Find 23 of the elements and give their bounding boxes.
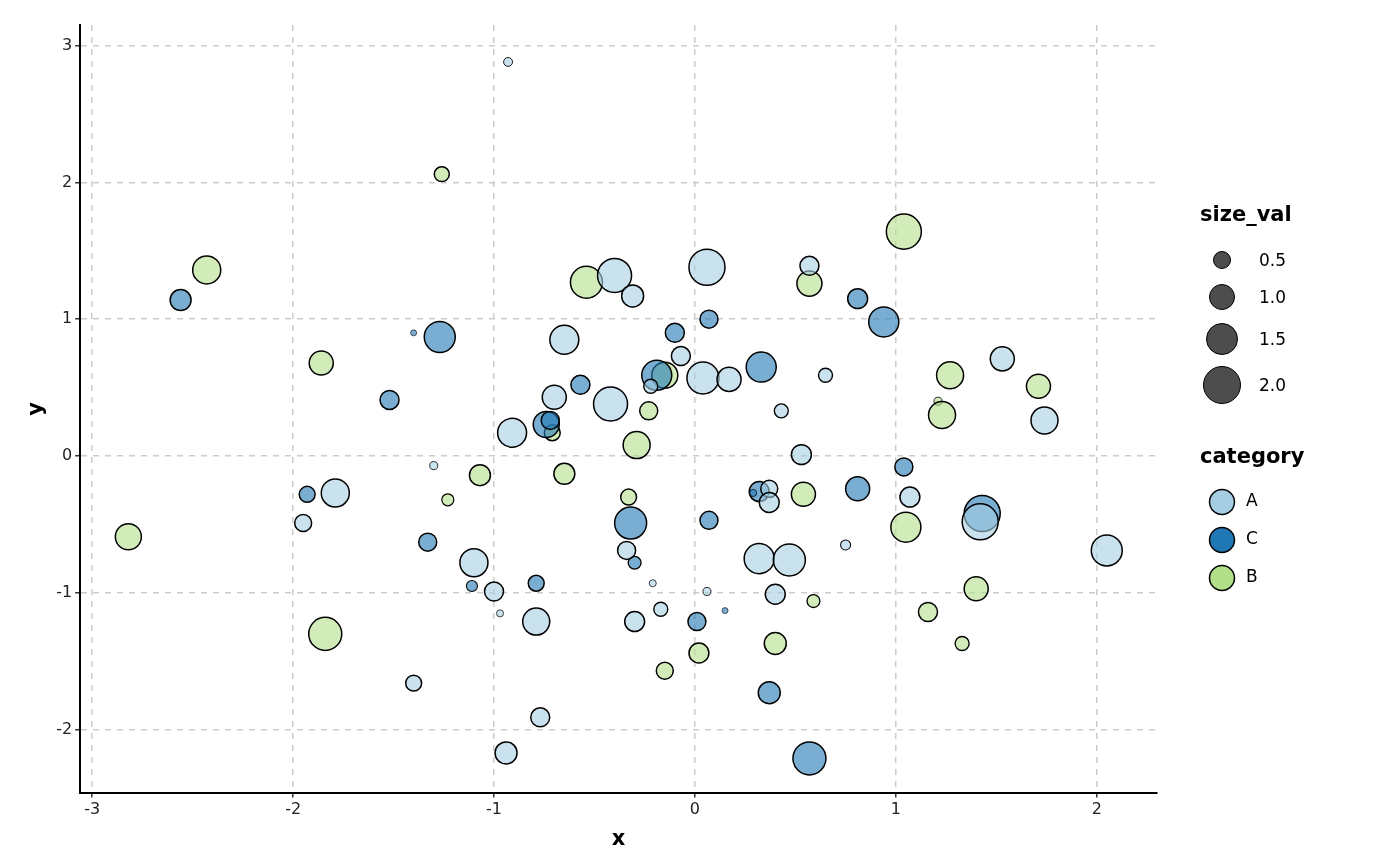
legend-label: 1.0 [1259, 287, 1287, 307]
x-tick-label: -1 [486, 799, 502, 819]
legend-label: 2.0 [1259, 375, 1287, 395]
y-axis-title: y [23, 401, 48, 416]
x-tick-label: -2 [285, 799, 302, 819]
legend-label: C [1246, 528, 1258, 549]
x-tick-label: -3 [84, 799, 101, 819]
x-tick-label: 1 [890, 799, 901, 819]
y-tick-label: -1 [56, 581, 73, 601]
legend-label: B [1246, 566, 1258, 587]
y-tick-label: 1 [61, 308, 73, 328]
legend-label: 1.5 [1259, 329, 1287, 349]
legend-label: A [1246, 490, 1258, 511]
y-tick-label: -2 [56, 718, 73, 738]
x-tick-label: 0 [689, 799, 701, 819]
legend-label: 0.5 [1259, 250, 1287, 270]
text: size_val [1200, 201, 1292, 228]
y-tick-label: 0 [61, 445, 73, 465]
x-axis-title: x [611, 825, 626, 850]
legend-title: category [1200, 444, 1305, 469]
y-tick-label: 3 [61, 34, 73, 54]
y-tick-label: 2 [61, 171, 73, 191]
x-tick-label: 2 [1091, 799, 1102, 819]
